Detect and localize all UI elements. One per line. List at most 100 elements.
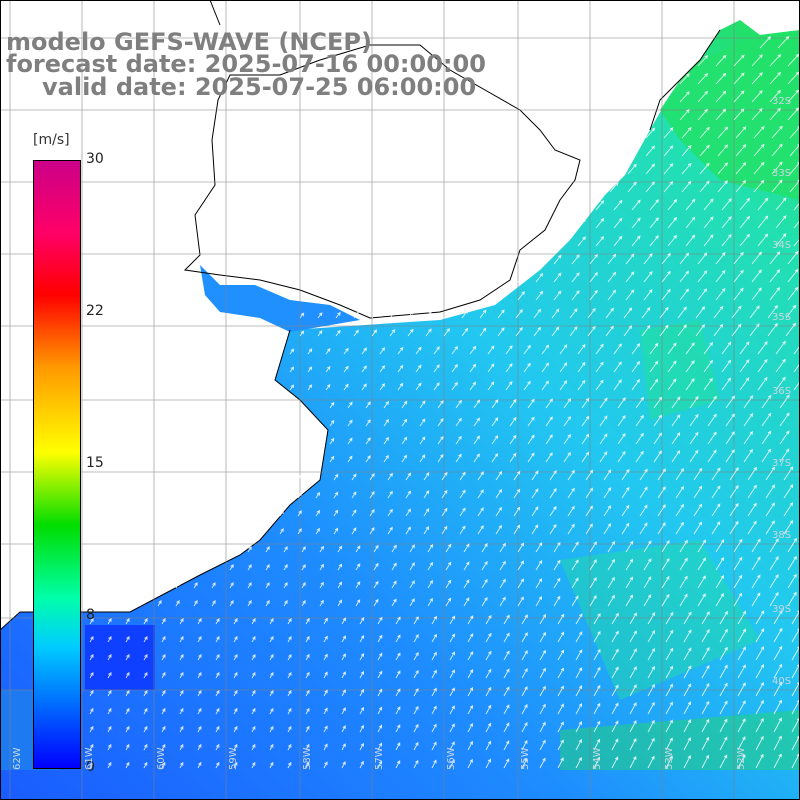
wind-arrow [269, 653, 274, 661]
wind-arrow [437, 436, 444, 445]
wind-arrow [661, 288, 671, 301]
wind-arrow [179, 743, 184, 751]
wind-arrow [575, 613, 583, 625]
wind-arrow [787, 89, 800, 103]
wind-arrow [697, 270, 708, 283]
wind-arrow [581, 451, 590, 463]
wind-arrow [675, 521, 684, 535]
wind-arrow [443, 328, 450, 337]
wind-arrow [247, 582, 252, 589]
wind-arrow [467, 615, 474, 625]
wind-arrow [419, 418, 426, 427]
wind-arrow [581, 415, 590, 427]
wind-arrow [397, 364, 404, 373]
wind-arrow [725, 395, 735, 409]
wind-arrow [553, 595, 561, 607]
wind-arrow [283, 564, 288, 571]
wind-arrow [787, 591, 797, 607]
wind-arrow [233, 618, 238, 625]
wind-arrow [467, 687, 474, 697]
wind-arrow [703, 198, 714, 211]
wind-arrow [593, 612, 601, 625]
wind-arrow [779, 394, 790, 409]
wind-arrow [553, 254, 562, 265]
wind-arrow [359, 688, 364, 697]
wind-arrow [413, 687, 419, 697]
wind-arrow [613, 217, 623, 229]
wind-arrow [495, 470, 503, 481]
wind-arrow [665, 755, 673, 769]
wind-arrow [431, 687, 437, 697]
lon-label: 59W [228, 747, 239, 770]
wind-arrow [589, 595, 597, 607]
wind-arrow [541, 344, 550, 355]
wind-arrow [733, 54, 745, 67]
wind-arrow [179, 618, 184, 625]
wind-arrow [383, 418, 389, 427]
wind-arrow [463, 579, 470, 589]
wind-arrow [341, 743, 346, 751]
wind-arrow [175, 582, 180, 589]
wind-arrow [107, 671, 112, 679]
wind-arrow [627, 127, 637, 139]
lon-label: 61W [84, 747, 95, 770]
wind-arrow [517, 596, 524, 607]
wind-arrow [485, 614, 492, 625]
wind-arrow [505, 363, 513, 373]
ocean-field [0, 20, 800, 800]
wind-arrow [571, 595, 579, 607]
wind-arrow [647, 630, 656, 643]
wind-arrow [729, 467, 739, 481]
wind-arrow [323, 743, 328, 751]
wind-arrow [755, 753, 764, 769]
wind-arrow [587, 325, 596, 337]
wind-arrow [567, 487, 575, 499]
wind-arrow [467, 651, 474, 661]
wind-arrow [665, 683, 673, 697]
wind-arrow [703, 341, 713, 355]
wind-arrow [735, 162, 747, 175]
wind-arrow [771, 125, 783, 139]
wind-arrow [563, 415, 572, 427]
wind-arrow [581, 433, 590, 445]
wind-arrow [611, 756, 619, 769]
wind-arrow [495, 524, 502, 535]
wind-arrow [251, 707, 256, 715]
wind-arrow [531, 524, 539, 535]
wind-arrow [287, 653, 292, 661]
wind-arrow [413, 723, 419, 733]
wind-arrow [755, 664, 764, 679]
wind-arrow [521, 668, 528, 679]
wind-arrow [653, 432, 662, 445]
wind-arrow [139, 600, 144, 607]
wind-arrow [603, 523, 612, 535]
wind-arrow [431, 633, 437, 643]
wind-arrow [671, 414, 681, 427]
wind-arrow [503, 668, 510, 679]
wind-arrow [391, 544, 397, 553]
wind-arrow [683, 683, 692, 697]
wind-arrow [395, 652, 401, 661]
wind-arrow [521, 632, 528, 643]
wind-arrow [495, 506, 502, 517]
wind-arrow [229, 600, 234, 607]
wind-arrow [539, 703, 546, 715]
wind-arrow [737, 646, 746, 661]
wind-arrow [613, 199, 623, 211]
wind-arrow [335, 311, 341, 319]
wind-arrow [251, 725, 256, 733]
wind-arrow [661, 252, 671, 265]
wind-arrow [541, 362, 549, 373]
wind-arrow [333, 473, 339, 481]
wind-arrow [773, 663, 783, 679]
wind-arrow [269, 725, 274, 733]
wind-arrow [559, 380, 568, 391]
wind-arrow [233, 671, 238, 679]
wind-arrow [521, 757, 528, 769]
wind-arrow [279, 510, 284, 517]
wind-arrow [577, 379, 586, 391]
colorbar-unit: [m/s] [30, 132, 73, 148]
wind-arrow [667, 360, 677, 373]
wind-arrow [575, 721, 582, 733]
wind-arrow [413, 634, 419, 643]
